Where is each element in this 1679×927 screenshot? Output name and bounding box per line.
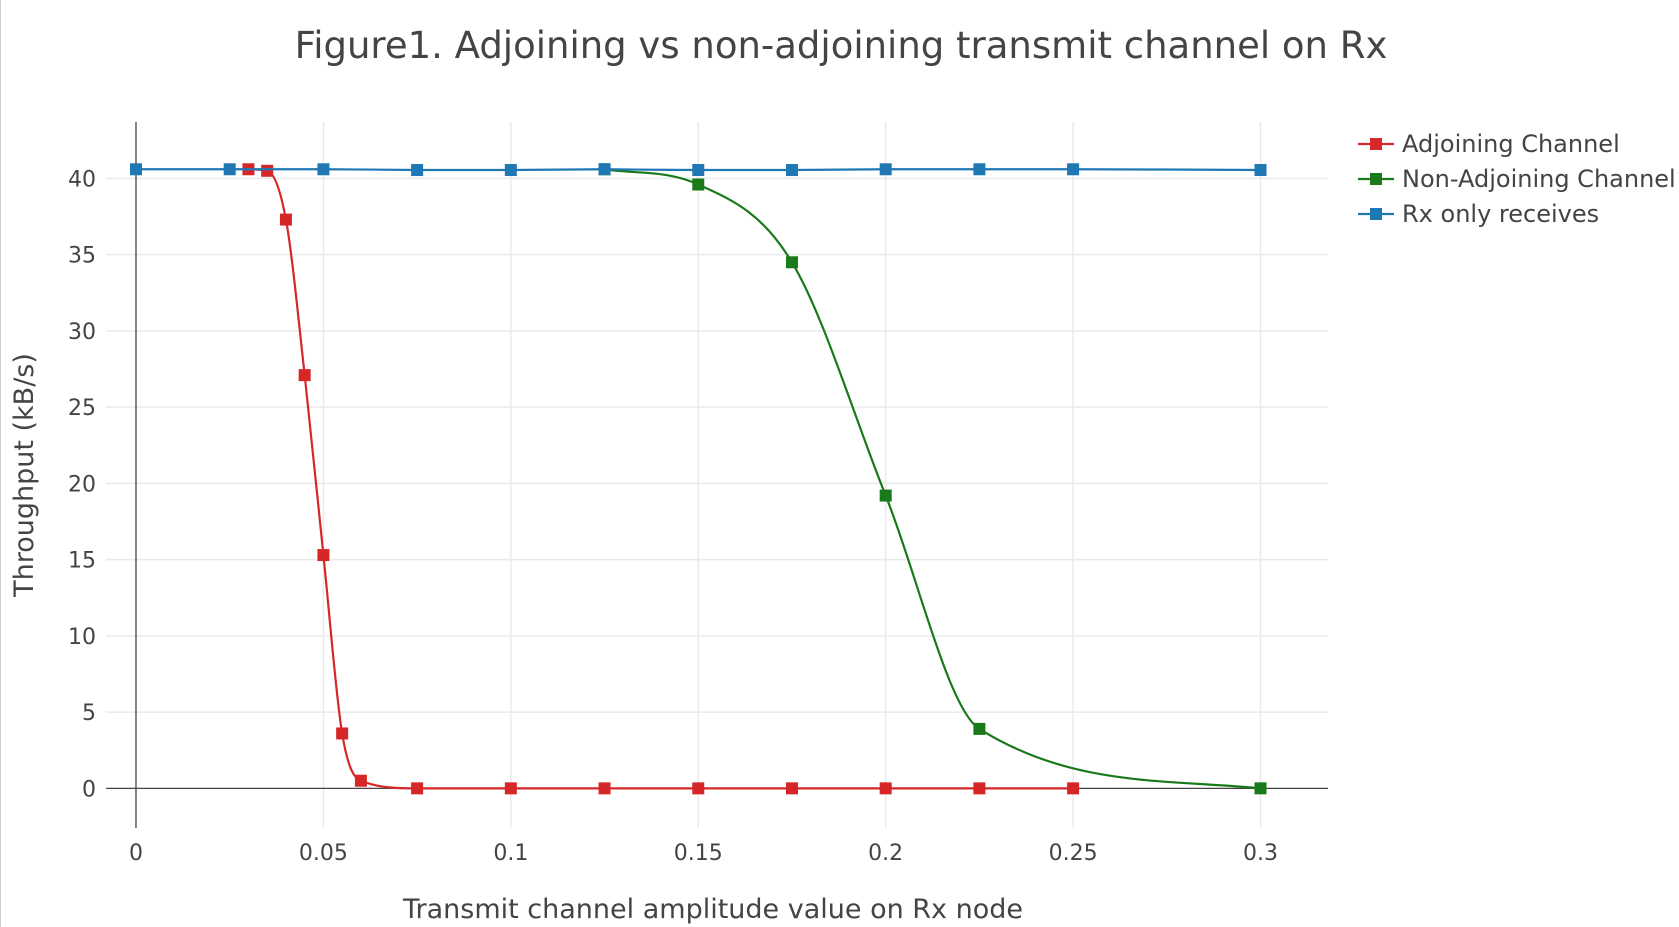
- data-point-adjoining-channel: [317, 549, 330, 562]
- data-point-rx-only-receives: [129, 163, 142, 176]
- series-line-non-adjoining-channel: [604, 168, 1261, 790]
- y-tick-label: 25: [68, 396, 96, 421]
- y-tick-label: 30: [68, 320, 96, 345]
- x-axis-title: Transmit channel amplitude value on Rx n…: [402, 894, 1023, 925]
- x-tick-label: 0.3: [1243, 841, 1278, 866]
- legend-swatch-marker: [1370, 138, 1382, 150]
- y-tick-label: 40: [68, 167, 96, 192]
- legend: Adjoining Channel Non-Adjoining Channel Rx…: [1358, 130, 1676, 228]
- data-point-rx-only-receives: [879, 163, 892, 176]
- data-point-non-adjoining-channel: [785, 256, 798, 269]
- data-point-adjoining-channel: [298, 369, 311, 382]
- data-point-adjoining-channel: [598, 782, 611, 795]
- legend-item-adjoining-channel[interactable]: Adjoining Channel: [1358, 130, 1620, 158]
- data-point-rx-only-receives: [1254, 164, 1267, 177]
- legend-swatch-marker: [1370, 208, 1382, 220]
- data-point-rx-only-receives: [692, 164, 705, 177]
- data-point-rx-only-receives: [785, 164, 798, 177]
- x-tick-label: 0.25: [1049, 841, 1098, 866]
- data-point-adjoining-channel: [973, 782, 986, 795]
- data-point-adjoining-channel: [261, 164, 274, 177]
- series-non-adjoining-channel: [598, 163, 1267, 795]
- legend-label: Non-Adjoining Channel: [1402, 165, 1676, 193]
- data-point-non-adjoining-channel: [973, 722, 986, 735]
- data-point-adjoining-channel: [354, 774, 367, 787]
- legend-label: Adjoining Channel: [1402, 130, 1620, 158]
- y-tick-label: 15: [68, 549, 96, 574]
- data-point-non-adjoining-channel: [1254, 782, 1267, 795]
- data-point-adjoining-channel: [411, 782, 424, 795]
- series-adjoining-channel: [242, 163, 1080, 795]
- x-tick-label: 0.1: [493, 841, 528, 866]
- data-point-rx-only-receives: [317, 163, 330, 176]
- series-group: [129, 163, 1267, 795]
- data-point-rx-only-receives: [504, 164, 517, 177]
- y-tick-label: 20: [68, 472, 96, 497]
- data-point-adjoining-channel: [879, 782, 892, 795]
- data-point-adjoining-channel: [692, 782, 705, 795]
- data-point-rx-only-receives: [973, 163, 986, 176]
- data-point-rx-only-receives: [598, 163, 611, 176]
- series-rx-only-receives: [129, 163, 1267, 177]
- x-tick-label: 0.15: [674, 841, 723, 866]
- data-point-adjoining-channel: [336, 727, 349, 740]
- y-tick-label: 10: [68, 625, 96, 650]
- y-tick-label: 5: [82, 701, 96, 726]
- data-point-adjoining-channel: [279, 213, 292, 226]
- series-line-adjoining-channel: [248, 168, 1074, 790]
- gridlines: [106, 122, 1328, 828]
- x-tick-label: 0.2: [868, 841, 903, 866]
- chart-title: Figure1. Adjoining vs non-adjoining tran…: [295, 24, 1388, 67]
- data-point-non-adjoining-channel: [879, 489, 892, 502]
- y-tick-label: 0: [82, 777, 96, 802]
- tick-labels: 0 0.05 0.1 0.15 0.2 0.25 0.3 0 5 10 15 20 25 30 35 40: [68, 167, 1278, 866]
- data-point-adjoining-channel: [1067, 782, 1080, 795]
- data-point-rx-only-receives: [223, 163, 236, 176]
- legend-item-non-adjoining-channel[interactable]: Non-Adjoining Channel: [1358, 165, 1676, 193]
- data-point-rx-only-receives: [1067, 163, 1080, 176]
- legend-label: Rx only receives: [1402, 200, 1599, 228]
- y-tick-label: 35: [68, 244, 96, 269]
- axes: [106, 122, 1328, 828]
- y-axis-title: Throughput (kB/s): [9, 353, 40, 598]
- legend-swatch-marker: [1370, 173, 1382, 185]
- data-point-adjoining-channel: [504, 782, 517, 795]
- data-point-non-adjoining-channel: [692, 178, 705, 191]
- data-point-rx-only-receives: [411, 164, 424, 177]
- legend-item-rx-only-receives[interactable]: Rx only receives: [1358, 200, 1599, 228]
- x-tick-label: 0: [129, 841, 143, 866]
- x-tick-label: 0.05: [299, 841, 348, 866]
- data-point-adjoining-channel: [785, 782, 798, 795]
